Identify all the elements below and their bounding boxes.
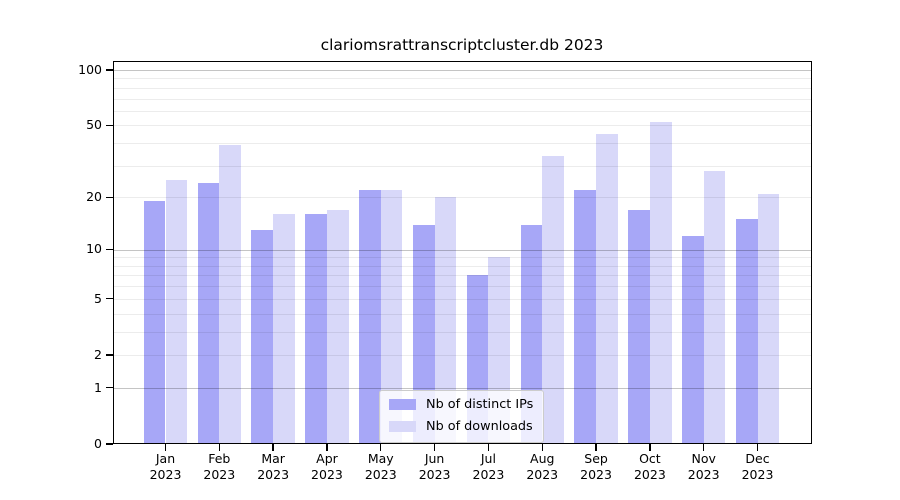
y-tick-label-20: 20 [86,189,102,205]
y-tick-label-10: 10 [86,241,102,257]
bar-downloads-jan [165,179,188,444]
gridline-4 [113,313,812,315]
gridline-70 [113,98,812,100]
bar-downloads-sep [596,133,618,444]
legend-label-ips: Nb of distinct IPs [426,396,534,412]
y-tick-mark-100 [106,69,113,71]
bar-ips-dec [735,219,758,444]
x-tick-label-apr: Apr 2023 [311,451,343,482]
bar-ips-sep [574,189,597,444]
bar-downloads-nov [703,171,726,444]
gridline-major-1 [113,387,812,390]
y-tick-label-100: 100 [78,61,102,77]
gridline-major-10 [113,249,812,251]
legend-label-downloads: Nb of downloads [426,418,533,434]
bar-downloads-jun [434,197,457,444]
plot-area: Nb of distinct IPs Nb of downloads [113,60,812,444]
x-tick-label-dec: Dec 2023 [741,451,774,482]
y-tick-mark-10 [106,249,113,251]
x-tick-label-sep: Sep 2023 [580,451,612,482]
bar-downloads-mar [273,214,295,444]
gridline-60 [113,110,812,112]
y-tick-mark-20 [106,196,113,198]
gridline-2 [113,354,812,356]
x-tick-mark-oct [649,444,651,451]
bar-ips-aug [520,224,543,444]
bar-ips-jan [143,201,166,444]
y-tick-label-1: 1 [94,379,102,395]
x-tick-mark-jun [433,444,436,451]
gridline-50 [113,125,812,127]
y-tick-mark-0 [106,443,113,445]
x-tick-mark-dec [756,444,759,451]
x-tick-mark-jul [487,444,490,451]
gridline-5 [113,298,812,300]
y-tick-mark-2 [106,354,113,356]
gridline-9 [113,257,812,259]
bar-downloads-oct [649,122,672,444]
x-tick-mark-feb [218,444,220,451]
x-tick-label-jan: Jan 2023 [149,451,182,482]
x-tick-label-feb: Feb 2023 [203,451,236,482]
y-tick-mark-5 [106,298,113,300]
gridline-30 [113,165,812,167]
x-tick-label-mar: Mar 2023 [257,451,290,482]
bar-ips-nov [682,236,704,444]
x-tick-mark-may [380,444,382,451]
bar-ips-feb [197,183,220,444]
gridline-7 [113,275,812,277]
x-tick-mark-nov [703,444,705,451]
bar-downloads-aug [542,155,564,444]
chart-title: clariomsrattranscriptcluster.db 2023 [320,36,604,54]
legend-swatch-ips [389,399,416,410]
legend-swatch-downloads [389,421,416,432]
gridline-6 [113,286,812,288]
x-tick-mark-sep [595,444,597,451]
x-tick-label-oct: Oct 2023 [633,451,666,482]
x-tick-label-jun: Jun 2023 [418,451,451,482]
x-tick-mark-aug [541,444,543,451]
bar-ips-jun [412,224,435,444]
bar-downloads-may [380,189,403,444]
bar-downloads-feb [219,145,241,444]
legend-row-ips: Nb of distinct IPs [389,396,533,414]
gridline-20 [113,197,812,199]
legend: Nb of distinct IPs Nb of downloads [379,389,545,443]
y-tick-mark-1 [106,387,113,389]
x-tick-mark-mar [272,444,274,451]
bar-ips-apr [305,214,327,444]
x-tick-label-nov: Nov 2023 [687,451,720,482]
gridline-80 [113,87,812,89]
x-tick-label-may: May 2023 [364,451,397,482]
gridline-90 [113,78,812,80]
y-tick-label-0: 0 [94,435,102,451]
bar-downloads-apr [326,209,349,444]
bar-ips-mar [251,230,274,444]
legend-row-downloads: Nb of downloads [389,418,533,436]
x-tick-mark-jan [164,444,167,451]
y-tick-label-2: 2 [94,346,102,362]
y-tick-label-5: 5 [94,290,102,306]
bar-downloads-dec [757,193,780,444]
gridline-major-100 [113,70,812,72]
x-tick-label-aug: Aug 2023 [526,451,559,482]
bar-ips-may [359,189,381,444]
y-tick-mark-50 [106,124,113,127]
y-tick-label-50: 50 [86,117,102,133]
gridline-3 [113,331,812,333]
gridline-8 [113,265,812,267]
x-tick-mark-apr [326,444,328,451]
x-tick-label-jul: Jul 2023 [472,451,505,482]
gridline-40 [113,143,812,145]
bar-ips-oct [628,209,650,444]
